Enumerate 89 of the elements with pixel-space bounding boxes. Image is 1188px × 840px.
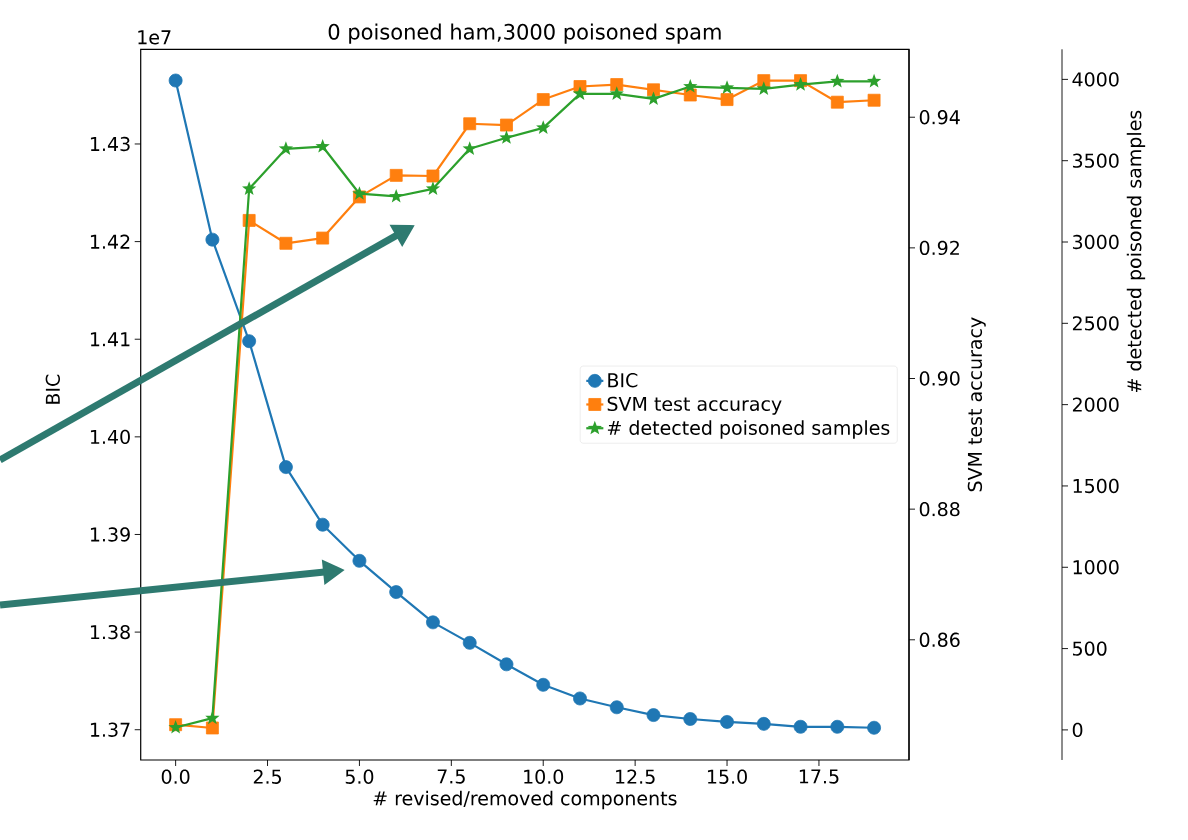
y2-tick-label: 0.86 [919, 632, 960, 647]
point [499, 657, 514, 672]
y-axis-title: BIC [45, 374, 60, 404]
point [389, 168, 403, 182]
y-tick-label: 1.37 [90, 722, 130, 737]
y-tick-label: 1.38 [90, 624, 130, 640]
point [683, 712, 698, 726]
chart-title: 0 poisoned ham,3000 poisoned spam [328, 23, 721, 44]
point [610, 78, 624, 91]
point [830, 73, 845, 88]
y2-axis-title: SVM test accuracy [967, 317, 986, 492]
y2-tick-label: 0.94 [919, 110, 960, 125]
point [609, 700, 624, 715]
point [315, 139, 330, 153]
point [867, 720, 881, 735]
point [316, 231, 330, 245]
point [720, 715, 734, 729]
point [866, 73, 882, 88]
point [463, 117, 477, 131]
y3-tick-label: 2000 [1072, 397, 1119, 412]
point [536, 120, 551, 134]
y3-tick-label: 2500 [1072, 316, 1119, 331]
y-tick-label: 1.40 [90, 429, 130, 445]
y3-tick-label: 1000 [1073, 560, 1119, 575]
point [536, 677, 551, 692]
point [572, 86, 588, 100]
y3-tick-label: 3500 [1072, 153, 1119, 168]
point [683, 79, 698, 93]
x-tick-label: 5.0 [345, 769, 374, 784]
y3-tick-label: 3000 [1072, 234, 1119, 250]
point [462, 141, 477, 155]
point [830, 95, 844, 109]
point [205, 721, 219, 735]
y-tick-label: 1.42 [90, 234, 130, 249]
point [389, 188, 404, 203]
point [425, 181, 441, 195]
legend-label: SVM test accuracy [607, 396, 782, 415]
point [279, 460, 293, 475]
point [793, 719, 808, 734]
y-tick-label: 1.43 [90, 136, 130, 152]
point [205, 232, 220, 247]
point [168, 73, 183, 88]
y3-tick-label: 0 [1072, 722, 1083, 738]
y3-tick-label: 1500 [1073, 478, 1119, 494]
point [756, 81, 771, 95]
point [426, 615, 440, 630]
point [315, 517, 330, 532]
point [830, 719, 845, 734]
x-tick-label: 7.5 [437, 769, 465, 784]
y2-tick-label: 0.88 [919, 501, 960, 517]
point [646, 708, 661, 722]
x-tick-label: 17.5 [799, 769, 839, 784]
y2-tick-label: 0.92 [919, 240, 959, 256]
y2-tick-label: 0.90 [919, 371, 960, 386]
y-tick-label: 1.41 [90, 332, 130, 347]
legend-label: BIC [608, 373, 638, 388]
point [499, 130, 514, 144]
point [573, 691, 587, 706]
x-tick-label: 12.5 [616, 769, 655, 784]
y-tick-label: 1.39 [90, 527, 130, 542]
point [279, 236, 293, 250]
point [278, 141, 294, 155]
point [500, 118, 513, 132]
point [756, 716, 771, 731]
x-tick-label: 0.0 [161, 769, 190, 784]
point [242, 181, 257, 195]
point [462, 635, 477, 650]
point [536, 93, 550, 106]
point [719, 80, 735, 94]
x-tick-label: 2.5 [253, 769, 281, 784]
y3-tick-label: 500 [1073, 641, 1107, 656]
point [352, 553, 367, 568]
text: 1e7 [138, 30, 171, 45]
y3-axis-title: # detected poisoned samples [1126, 110, 1146, 393]
point [867, 93, 881, 107]
legend-label: # detected poisoned samples [607, 420, 890, 439]
x-tick-label: 10.0 [524, 769, 564, 784]
point [205, 710, 220, 725]
point [646, 91, 661, 105]
point [352, 186, 367, 200]
x-tick-label: 15.0 [707, 769, 747, 784]
point [720, 93, 734, 106]
x-axis-title: # revised/removed components [373, 790, 677, 810]
y3-tick-label: 4000 [1072, 72, 1119, 87]
point [647, 83, 660, 97]
point [609, 86, 624, 100]
point [389, 585, 404, 599]
point [426, 169, 440, 183]
point [242, 334, 257, 349]
